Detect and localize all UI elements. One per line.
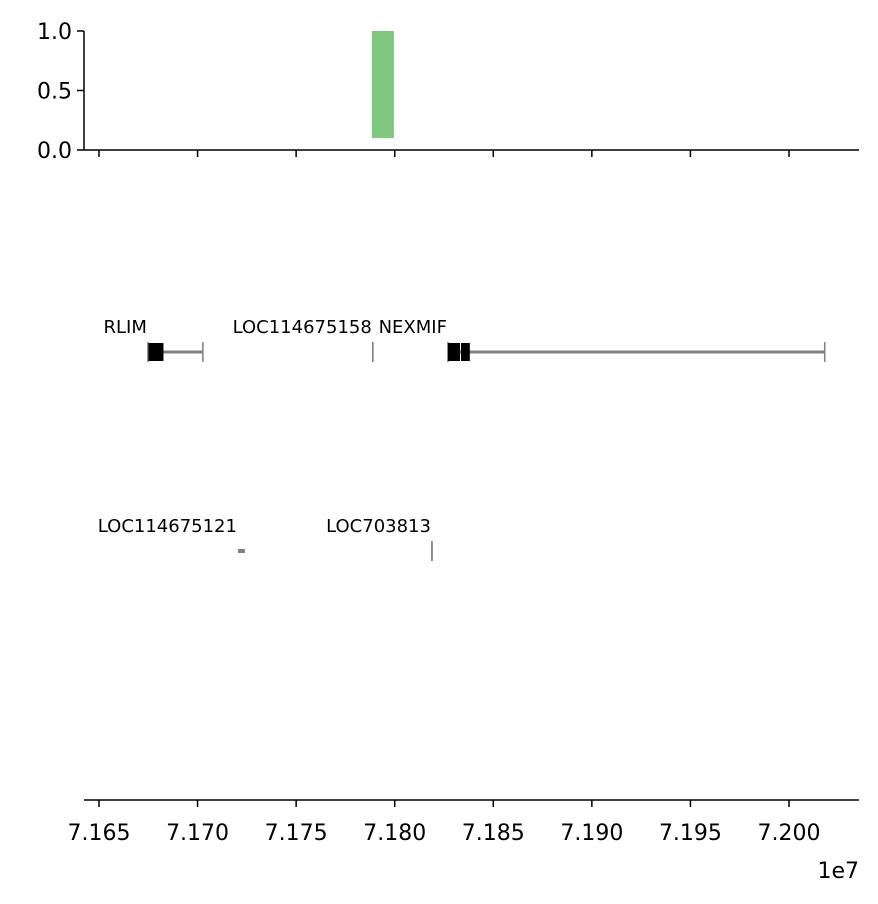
x-tick-label: 7.180	[363, 821, 426, 846]
bar	[371, 31, 394, 139]
coverage-panel: 0.0 0.5 1.0	[37, 20, 859, 164]
exon	[460, 343, 470, 361]
gene-area: RLIM LOC114675158 NEXMIF LOC114675121 LOC703…	[98, 317, 826, 561]
x-tick-label: 7.185	[462, 821, 525, 846]
gene-label: LOC703813	[326, 516, 431, 537]
gene-label: LOC114675121	[98, 516, 237, 537]
exon	[447, 343, 460, 361]
y-tick-label: 0.0	[37, 139, 72, 164]
gene-label: RLIM	[104, 317, 147, 338]
x-tick-label: 7.200	[758, 821, 821, 846]
x-tick-label: 7.165	[67, 821, 130, 846]
x-tick-label: 7.190	[560, 821, 623, 846]
x-tick-label: 7.175	[265, 821, 328, 846]
x-tick-label: 7.170	[166, 821, 229, 846]
gene-panel: 7.165 7.170 7.175 7.180 7.185 7.190 7.195 7.200…	[67, 317, 859, 884]
y-tick-label: 0.5	[37, 80, 72, 105]
y-tick-label: 1.0	[37, 20, 72, 45]
x-tick-label: 7.195	[659, 821, 722, 846]
gene-label: NEXMIF	[379, 317, 447, 338]
x-offset-label: 1e7	[817, 859, 859, 884]
exon	[148, 343, 164, 361]
gene-label: LOC114675158	[233, 317, 372, 338]
